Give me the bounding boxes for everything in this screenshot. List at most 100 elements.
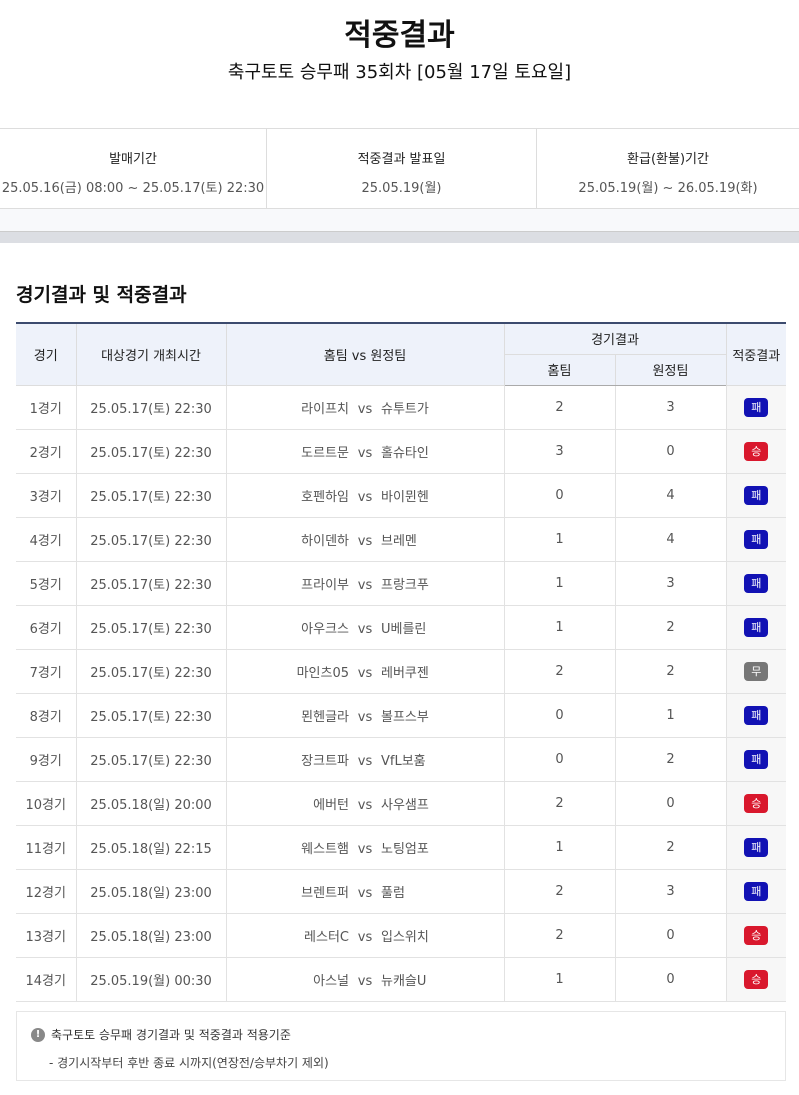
vs-label: vs [357, 929, 373, 945]
result-badge: 패 [744, 617, 769, 637]
away-score: 0 [614, 780, 727, 826]
game-number: 12경기 [16, 868, 77, 914]
vs-label: vs [357, 753, 373, 769]
vs-label: vs [357, 533, 373, 549]
game-time: 25.05.17(토) 22:30 [75, 648, 227, 694]
home-score: 2 [503, 384, 616, 430]
table-row: 11경기 25.05.18(일) 22:15 웨스트햄 vs 노팅엄포 1 2 패 [16, 824, 786, 870]
header-hit: 적중결과 [725, 322, 786, 386]
result-badge: 패 [744, 881, 769, 901]
teams: 레스터C vs 입스위치 [225, 912, 505, 958]
hit-result: 패 [725, 560, 786, 606]
game-number: 10경기 [16, 780, 77, 826]
away-team: 슈투트가 [381, 401, 429, 417]
vs-label: vs [357, 841, 373, 857]
hit-result: 패 [725, 868, 786, 914]
game-number: 1경기 [16, 384, 77, 430]
away-team: 프랑크푸 [381, 577, 429, 593]
vs-label: vs [357, 797, 373, 813]
vs-label: vs [357, 885, 373, 901]
home-team: 호펜하임 [301, 489, 349, 505]
hit-result: 패 [725, 736, 786, 782]
info-value: 25.05.19(월) [361, 181, 442, 196]
game-time: 25.05.17(토) 22:30 [75, 428, 227, 474]
teams: 프라이부 vs 프랑크푸 [225, 560, 505, 606]
header-result-group: 경기결과 [503, 322, 727, 355]
hit-result: 승 [725, 428, 786, 474]
away-team: 브레멘 [381, 533, 417, 549]
note-detail: - 경기시작부터 후반 종료 시까지(연장전/승부차기 제외) [49, 1056, 329, 1070]
result-badge: 패 [744, 749, 769, 769]
game-number: 2경기 [16, 428, 77, 474]
home-score: 1 [503, 956, 616, 1002]
table-row: 13경기 25.05.18(일) 23:00 레스터C vs 입스위치 2 0 승 [16, 912, 786, 958]
game-number: 13경기 [16, 912, 77, 958]
away-score: 3 [614, 868, 727, 914]
teams: 도르트문 vs 홀슈타인 [225, 428, 505, 474]
hit-result: 승 [725, 956, 786, 1002]
hit-result: 무 [725, 648, 786, 694]
away-team: VfL보훔 [381, 753, 426, 769]
header-teams: 홈팀 vs 원정팀 [225, 322, 505, 386]
teams: 묀헨글라 vs 볼프스부 [225, 692, 505, 738]
hit-result: 패 [725, 516, 786, 562]
header-home-score: 홈팀 [504, 353, 616, 386]
vs-label: vs [357, 665, 373, 681]
game-time: 25.05.19(월) 00:30 [75, 956, 227, 1002]
spacer [0, 209, 799, 231]
game-time: 25.05.17(토) 22:30 [75, 472, 227, 518]
result-badge: 승 [744, 925, 769, 945]
away-team: 뉴캐슬U [381, 973, 427, 989]
result-badge: 패 [744, 837, 769, 857]
away-score: 0 [614, 912, 727, 958]
page-title: 적중결과 [344, 18, 455, 53]
away-team: 홀슈타인 [381, 445, 429, 461]
game-time: 25.05.17(토) 22:30 [75, 560, 227, 606]
game-time: 25.05.18(일) 23:00 [75, 868, 227, 914]
home-score: 1 [503, 824, 616, 870]
note-title: 축구토토 승무패 경기결과 및 적중결과 적용기준 [51, 1028, 291, 1042]
info-announce-date: 적중결과 발표일 25.05.19(월) [266, 129, 536, 208]
away-score: 2 [614, 736, 727, 782]
table-row: 8경기 25.05.17(토) 22:30 묀헨글라 vs 볼프스부 0 1 패 [16, 692, 786, 738]
home-team: 프라이부 [301, 577, 349, 593]
home-team: 웨스트햄 [301, 841, 349, 857]
away-team: 볼프스부 [381, 709, 429, 725]
home-score: 2 [503, 912, 616, 958]
exclamation-circle-icon: ! [31, 1027, 45, 1042]
away-team: 노팅엄포 [381, 841, 429, 857]
away-score: 2 [614, 648, 727, 694]
teams: 하이덴하 vs 브레멘 [225, 516, 505, 562]
home-score: 2 [503, 868, 616, 914]
home-score: 3 [503, 428, 616, 474]
hit-result: 승 [725, 780, 786, 826]
away-score: 2 [614, 604, 727, 650]
away-score: 0 [614, 956, 727, 1002]
home-score: 1 [503, 516, 616, 562]
hit-result: 패 [725, 384, 786, 430]
hit-result: 패 [725, 692, 786, 738]
header-time: 대상경기 개최시간 [75, 322, 227, 386]
vs-label: vs [357, 489, 373, 505]
teams: 에버턴 vs 사우샘프 [225, 780, 505, 826]
game-number: 8경기 [16, 692, 77, 738]
home-score: 1 [503, 604, 616, 650]
result-badge: 무 [744, 661, 769, 681]
divider [0, 231, 799, 243]
game-number: 14경기 [16, 956, 77, 1002]
game-number: 7경기 [16, 648, 77, 694]
away-team: U베를린 [381, 621, 427, 637]
home-score: 1 [503, 560, 616, 606]
info-refund-period: 환급(환불)기간 25.05.19(월) ~ 26.05.19(화) [536, 129, 799, 208]
teams: 마인츠05 vs 레버쿠젠 [225, 648, 505, 694]
vs-label: vs [357, 621, 373, 637]
table-row: 3경기 25.05.17(토) 22:30 호펜하임 vs 바이뮌헨 0 4 패 [16, 472, 786, 518]
home-team: 에버턴 [313, 797, 349, 813]
game-time: 25.05.18(일) 22:15 [75, 824, 227, 870]
teams: 라이프치 vs 슈투트가 [225, 384, 505, 430]
table-row: 5경기 25.05.17(토) 22:30 프라이부 vs 프랑크푸 1 3 패 [16, 560, 786, 606]
game-number: 11경기 [16, 824, 77, 870]
info-label: 발매기간 [109, 152, 157, 167]
hit-result: 패 [725, 824, 786, 870]
home-team: 하이덴하 [301, 533, 349, 549]
